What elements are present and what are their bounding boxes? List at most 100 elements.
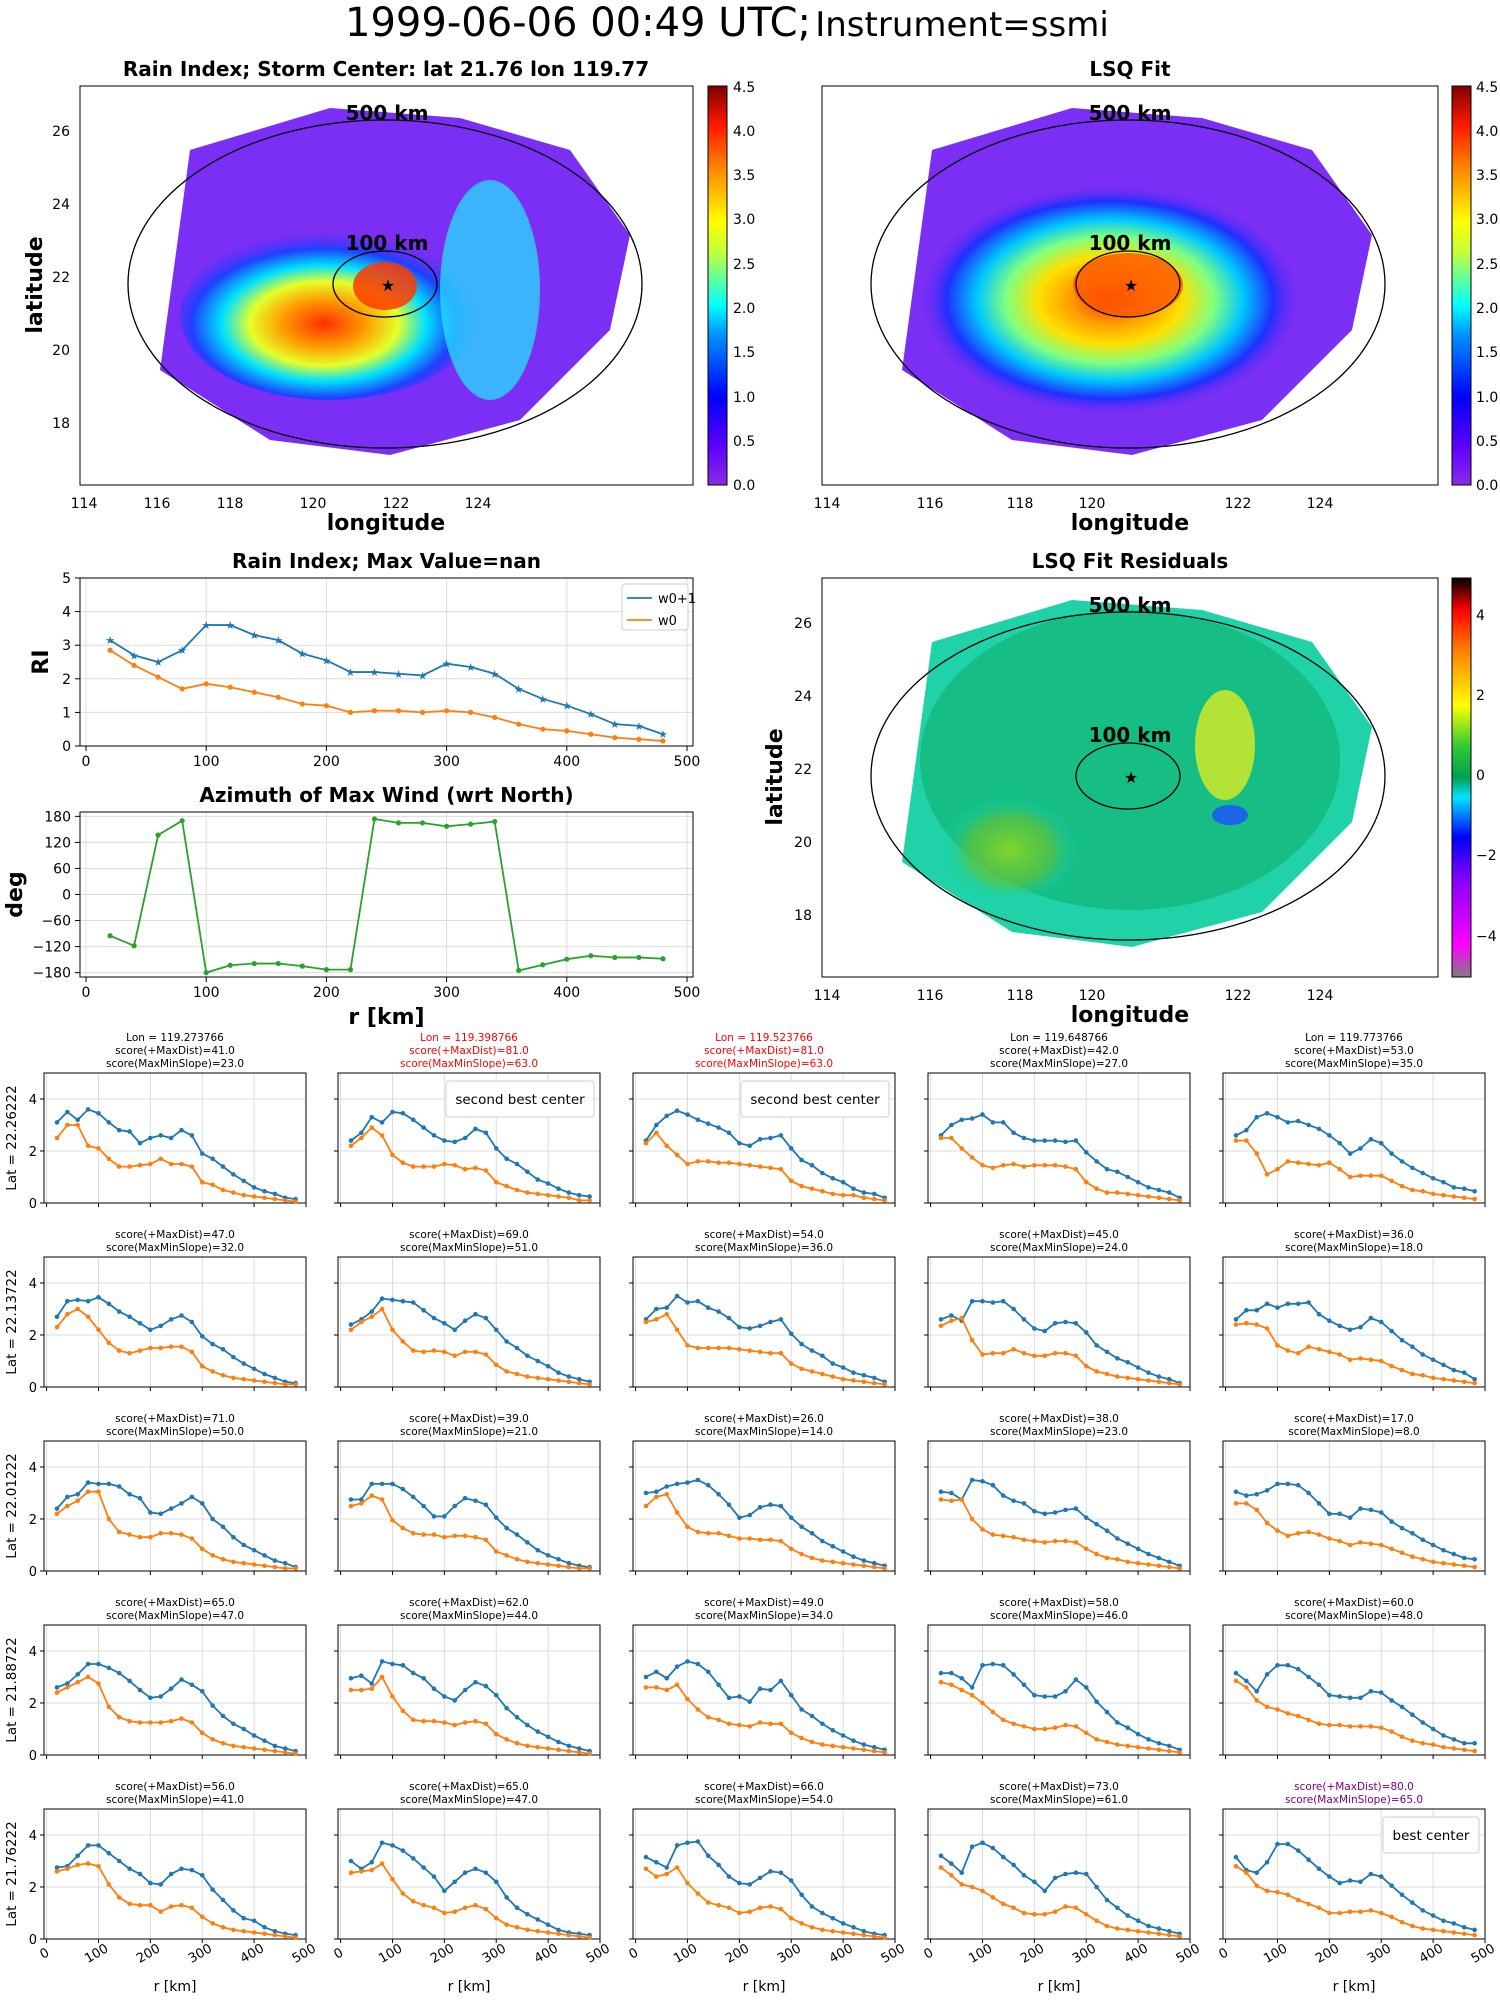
data-point	[525, 1374, 530, 1379]
data-point	[251, 1378, 257, 1383]
cbar-tick: 2.5	[733, 257, 755, 273]
panel-lon-label: Lon = 119.273766	[126, 1032, 224, 1044]
data-point	[251, 1562, 257, 1567]
map-y-label: latitude	[763, 728, 788, 825]
data-point	[1316, 1721, 1322, 1727]
data-point	[1000, 1663, 1006, 1668]
data-point	[1063, 1139, 1068, 1145]
data-point	[1156, 1926, 1162, 1931]
data-point	[809, 1531, 815, 1536]
data-point	[871, 1748, 877, 1754]
data-point	[861, 1747, 867, 1753]
panel-score-maxminslope: score(MaxMinSlope)=32.0	[106, 1242, 244, 1254]
data-point	[106, 1704, 112, 1710]
data-point	[431, 1532, 437, 1537]
data-point	[1295, 1301, 1301, 1307]
data-point	[1032, 1508, 1037, 1514]
residual-positive-e	[1195, 690, 1255, 800]
y-tick-label: 2	[29, 1513, 37, 1528]
map-x-label: longitude	[327, 511, 445, 536]
data-point	[158, 1323, 164, 1329]
data-point	[85, 1489, 91, 1494]
data-point	[840, 1365, 846, 1370]
data-point	[179, 1344, 184, 1349]
data-point	[871, 1191, 877, 1197]
data-point	[938, 1853, 944, 1859]
data-point	[504, 1705, 509, 1711]
data-point-star: ★	[370, 666, 380, 679]
data-point	[1233, 1138, 1239, 1143]
data-point	[1094, 1159, 1099, 1164]
data-point	[272, 1375, 278, 1381]
data-point	[587, 1198, 592, 1203]
data-point	[148, 1345, 153, 1351]
data-point	[231, 1908, 236, 1913]
data-point	[179, 1716, 184, 1721]
panel-x-label: r [km]	[1038, 1979, 1081, 1995]
data-point	[1073, 1166, 1079, 1172]
data-point	[1399, 1550, 1405, 1556]
data-point	[1327, 1318, 1332, 1323]
data-point	[654, 1669, 659, 1675]
data-point	[535, 1744, 541, 1750]
data-point	[1135, 1731, 1141, 1737]
lsq-residuals-map-title: LSQ Fit Residuals	[1032, 549, 1229, 573]
data-point	[431, 1874, 437, 1879]
data-point	[379, 1481, 385, 1487]
data-point	[379, 1659, 385, 1664]
panel-score-maxminslope: score(MaxMinSlope)=54.0	[695, 1794, 833, 1806]
latitude-ticks: 18 20 22 24 26	[794, 616, 812, 924]
data-point	[1244, 1493, 1249, 1498]
data-point	[1451, 1551, 1457, 1557]
cbar-tick: 2.0	[1476, 301, 1498, 317]
azimuth-line	[109, 817, 663, 974]
data-point	[1244, 1127, 1249, 1133]
figure-title: 1999-06-06 00:49 UTC;	[345, 0, 811, 46]
lat-tick: 26	[794, 616, 812, 632]
data-point	[1146, 1923, 1151, 1929]
data-point	[1410, 1344, 1415, 1349]
data-point	[1094, 1918, 1099, 1924]
data-point	[1399, 1919, 1405, 1925]
data-point	[1378, 1910, 1384, 1916]
panel-score-maxdist: score(+MaxDist)=36.0	[1294, 1229, 1414, 1241]
data-point	[1042, 1328, 1048, 1334]
data-point	[1441, 1744, 1446, 1750]
data-point	[116, 1348, 122, 1353]
data-point	[1472, 1189, 1477, 1194]
data-point	[251, 1185, 257, 1190]
data-point	[116, 1529, 122, 1535]
data-point	[1472, 1748, 1477, 1754]
data-point	[1441, 1928, 1446, 1934]
data-point	[127, 1314, 132, 1320]
data-point	[1347, 1724, 1353, 1729]
data-point	[75, 1122, 81, 1128]
data-point	[788, 1515, 794, 1520]
data-point	[1063, 1538, 1068, 1544]
data-point	[1430, 1542, 1436, 1548]
data-point	[1306, 1344, 1311, 1349]
data-point	[799, 1366, 804, 1372]
center-score-grid: Lon = 119.273766score(+MaxDist)=41.0scor…	[4, 1032, 1498, 1995]
data-point	[1399, 1337, 1405, 1343]
data-point	[137, 1871, 143, 1877]
data-point	[1306, 1300, 1311, 1305]
data-point	[1264, 1860, 1270, 1865]
data-point	[106, 1481, 112, 1487]
data-point	[251, 689, 257, 695]
data-point	[158, 1531, 164, 1536]
data-point	[131, 662, 137, 668]
data-point	[545, 1562, 551, 1567]
data-point	[1146, 1185, 1151, 1190]
data-point	[1441, 1560, 1446, 1566]
data-point	[1410, 1165, 1415, 1171]
data-point	[778, 1906, 784, 1912]
azimuth-y-label: deg	[3, 871, 28, 917]
data-point	[1337, 1323, 1343, 1329]
data-point	[179, 818, 185, 824]
panel-score-maxminslope: score(MaxMinSlope)=34.0	[695, 1610, 833, 1622]
data-point	[1472, 1376, 1477, 1382]
cbar-tick: 1.5	[733, 345, 755, 361]
data-point	[747, 1909, 753, 1914]
panel-score-maxminslope: score(MaxMinSlope)=8.0	[1288, 1426, 1419, 1438]
